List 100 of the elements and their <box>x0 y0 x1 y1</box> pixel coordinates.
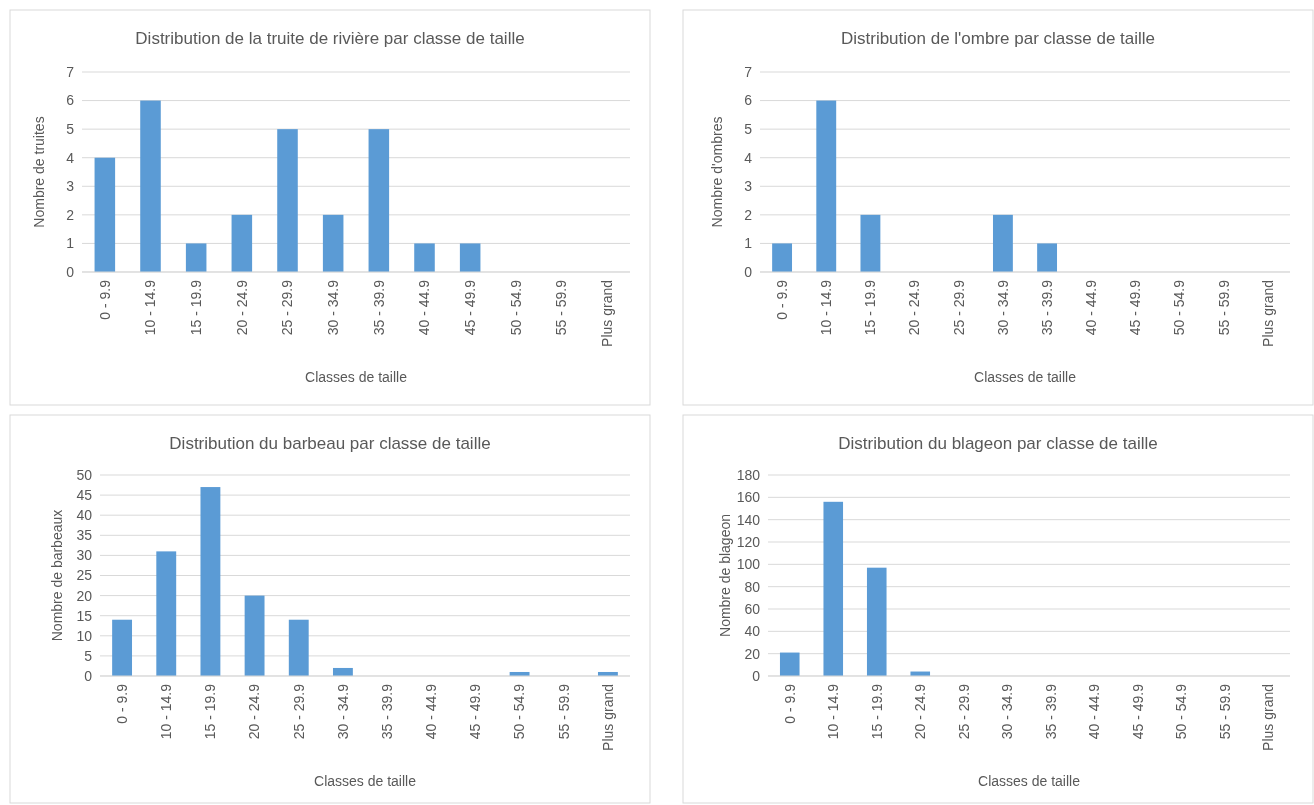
y-tick-label: 15 <box>76 607 93 624</box>
x-tick-label: 35 - 39.9 <box>370 279 387 336</box>
x-tick-label: 30 - 34.9 <box>334 683 351 740</box>
bar <box>200 487 221 676</box>
y-tick-label: 10 <box>76 627 93 644</box>
y-tick-label: 50 <box>76 466 93 483</box>
chart-title: Distribution de la truite de rivière par classe de taille <box>135 29 525 48</box>
y-tick-label: 40 <box>744 623 761 640</box>
y-tick-label: 0 <box>744 263 753 280</box>
y-tick-label: 4 <box>66 149 75 166</box>
x-tick-label: 10 - 14.9 <box>158 683 175 740</box>
y-tick-label: 6 <box>66 92 75 109</box>
x-tick-label: 40 - 44.9 <box>416 279 433 336</box>
y-tick-label: 30 <box>76 547 93 564</box>
x-tick-label: 15 - 19.9 <box>188 279 205 336</box>
y-axis-title: Nombre de barbeaux <box>49 509 65 642</box>
y-tick-label: 45 <box>76 487 93 503</box>
y-tick-label: 35 <box>76 527 93 544</box>
x-tick-label: 10 - 14.9 <box>825 683 842 740</box>
chart-title: Distribution du blageon par classe de taille <box>838 434 1158 453</box>
bar <box>140 100 161 272</box>
bar <box>94 157 116 272</box>
bar <box>185 243 207 272</box>
y-tick-label: 4 <box>744 149 753 166</box>
bar <box>860 214 881 272</box>
y-tick-label: 100 <box>736 556 761 573</box>
y-tick-label: 2 <box>66 206 75 223</box>
x-tick-label: 15 - 19.9 <box>202 683 219 740</box>
x-tick-label: 55 - 59.9 <box>555 683 572 740</box>
bar <box>992 214 1013 272</box>
y-tick-label: 60 <box>744 600 761 617</box>
y-tick-label: 25 <box>76 567 93 584</box>
x-axis-title: Classes de taille <box>314 773 417 789</box>
x-tick-label: 40 - 44.9 <box>1086 683 1103 740</box>
x-tick-label: 35 - 39.9 <box>378 683 395 740</box>
y-tick-label: 120 <box>736 533 761 550</box>
x-tick-label: 25 - 29.9 <box>950 279 967 336</box>
x-tick-label: 20 - 24.9 <box>233 279 250 336</box>
x-tick-label: 30 - 34.9 <box>325 279 342 336</box>
bar <box>866 567 887 676</box>
x-tick-label: 55 - 59.9 <box>1216 683 1233 740</box>
x-axis-title: Classes de taille <box>305 369 408 385</box>
x-tick-label: 45 - 49.9 <box>462 279 479 336</box>
x-tick-label: 15 - 19.9 <box>868 683 885 740</box>
y-tick-label: 160 <box>736 489 761 506</box>
x-tick-label: Plus grand <box>599 280 616 347</box>
x-tick-label: 15 - 19.9 <box>862 279 879 336</box>
x-tick-label: 50 - 54.9 <box>507 279 524 336</box>
bar <box>779 652 800 676</box>
chart-title: Distribution du barbeau par classe de taille <box>169 434 491 453</box>
bar <box>1037 243 1058 272</box>
y-tick-label: 7 <box>744 63 753 80</box>
bar <box>772 243 793 272</box>
y-tick-label: 1 <box>744 235 753 252</box>
y-tick-label: 20 <box>76 587 93 604</box>
x-tick-label: 50 - 54.9 <box>511 683 528 740</box>
y-tick-label: 180 <box>736 466 761 483</box>
y-tick-label: 3 <box>744 178 753 195</box>
y-tick-label: 5 <box>84 647 93 664</box>
y-tick-label: 40 <box>76 507 93 524</box>
y-tick-label: 3 <box>66 178 75 195</box>
y-tick-label: 7 <box>66 63 75 80</box>
x-tick-label: 0 - 9.9 <box>781 683 798 724</box>
bar <box>231 214 253 272</box>
y-axis-title: Nombre d'ombres <box>709 116 725 228</box>
x-axis-title: Classes de taille <box>974 369 1077 385</box>
x-tick-label: 25 - 29.9 <box>290 683 307 740</box>
x-tick-label: 10 - 14.9 <box>818 279 835 336</box>
y-tick-label: 0 <box>84 667 93 684</box>
bar <box>112 619 133 676</box>
y-tick-label: 6 <box>744 92 753 109</box>
bar <box>459 243 481 272</box>
y-tick-label: 1 <box>66 235 75 252</box>
y-tick-label: 20 <box>744 645 761 662</box>
x-tick-label: 45 - 49.9 <box>1127 279 1144 336</box>
x-tick-label: 45 - 49.9 <box>467 683 484 740</box>
y-axis-title: Nombre de blageon <box>717 514 733 637</box>
bar <box>816 100 837 272</box>
x-tick-label: 55 - 59.9 <box>553 279 570 336</box>
x-tick-label: 20 - 24.9 <box>906 279 923 336</box>
bar <box>277 129 298 272</box>
bar <box>322 214 344 272</box>
bar <box>414 243 435 272</box>
bar <box>823 501 844 676</box>
x-tick-label: 30 - 34.9 <box>994 279 1011 336</box>
x-tick-label: 35 - 39.9 <box>1042 683 1059 740</box>
y-tick-label: 2 <box>744 206 753 223</box>
y-tick-label: 5 <box>66 121 75 138</box>
bar <box>288 619 309 676</box>
x-tick-label: Plus grand <box>1260 684 1277 751</box>
x-tick-label: 45 - 49.9 <box>1129 683 1146 740</box>
x-tick-label: 35 - 39.9 <box>1038 279 1055 336</box>
x-tick-label: 20 - 24.9 <box>912 683 929 740</box>
bar <box>368 129 390 272</box>
x-tick-label: 40 - 44.9 <box>423 683 440 740</box>
y-tick-label: 140 <box>736 511 761 528</box>
x-tick-label: 40 - 44.9 <box>1083 279 1100 336</box>
x-tick-label: 10 - 14.9 <box>142 279 159 336</box>
y-axis-title: Nombre de truites <box>31 116 47 228</box>
x-tick-label: 0 - 9.9 <box>96 279 113 320</box>
